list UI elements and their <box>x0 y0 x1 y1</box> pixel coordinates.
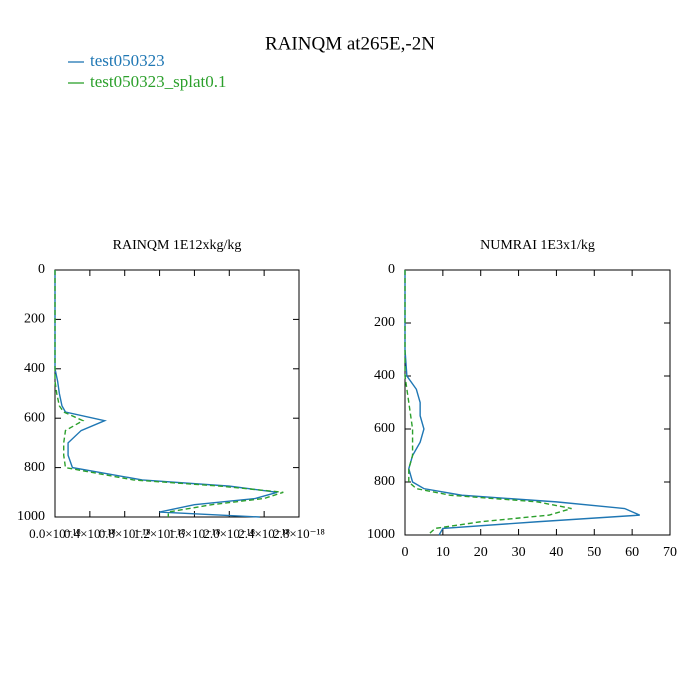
x-tick-label: 50 <box>587 545 601 560</box>
figure-title: RAINQM at265E,-2N <box>265 33 435 54</box>
y-tick-label: 400 <box>24 361 45 376</box>
y-tick-label: 600 <box>374 421 395 436</box>
x-tick-label: 1.2×10⁻¹⁸ <box>134 526 186 541</box>
y-tick-label: 200 <box>24 312 45 327</box>
subplot-title: NUMRAI 1E3x1/kg <box>480 238 595 253</box>
x-tick-label: 0 <box>402 545 409 560</box>
subplot-title: RAINQM 1E12xkg/kg <box>113 238 242 253</box>
x-tick-label: 0.4×10⁻¹⁸ <box>64 526 116 541</box>
x-tick-label: 10 <box>436 545 450 560</box>
profile-line <box>404 270 640 536</box>
y-tick-label: 800 <box>374 474 395 489</box>
y-tick-label: 400 <box>374 368 395 383</box>
y-tick-label: 600 <box>24 410 45 425</box>
x-tick-label: 0.0×10⁻¹⁸ <box>29 526 81 541</box>
x-tick-label: 2.8×10⁻¹⁸ <box>273 526 325 541</box>
x-tick-label: 2.4×10⁻¹⁸ <box>238 526 290 541</box>
x-tick-label: 60 <box>625 545 639 560</box>
axes-frame <box>404 269 671 536</box>
x-tick-label: 0.8×10⁻¹⁸ <box>99 526 151 541</box>
legend-label: test050323_splat0.1 <box>90 72 226 91</box>
x-tick-label: 20 <box>474 545 488 560</box>
profile-line <box>54 270 278 518</box>
x-tick-label: 1.6×10⁻¹⁸ <box>168 526 220 541</box>
profile-line <box>404 270 572 536</box>
x-tick-label: 40 <box>549 545 563 560</box>
y-tick-label: 1000 <box>17 509 45 524</box>
y-tick-label: 800 <box>24 460 45 475</box>
legend-label: test050323 <box>90 51 165 70</box>
y-tick-label: 200 <box>374 315 395 330</box>
y-tick-label: 1000 <box>367 527 395 542</box>
profile-line <box>54 270 284 517</box>
y-tick-label: 0 <box>388 262 395 277</box>
x-tick-label: 2.0×10⁻¹⁸ <box>203 526 255 541</box>
axes-frame <box>54 269 300 518</box>
x-tick-label: 70 <box>663 545 677 560</box>
y-tick-label: 0 <box>38 262 45 277</box>
x-tick-label: 30 <box>512 545 526 560</box>
